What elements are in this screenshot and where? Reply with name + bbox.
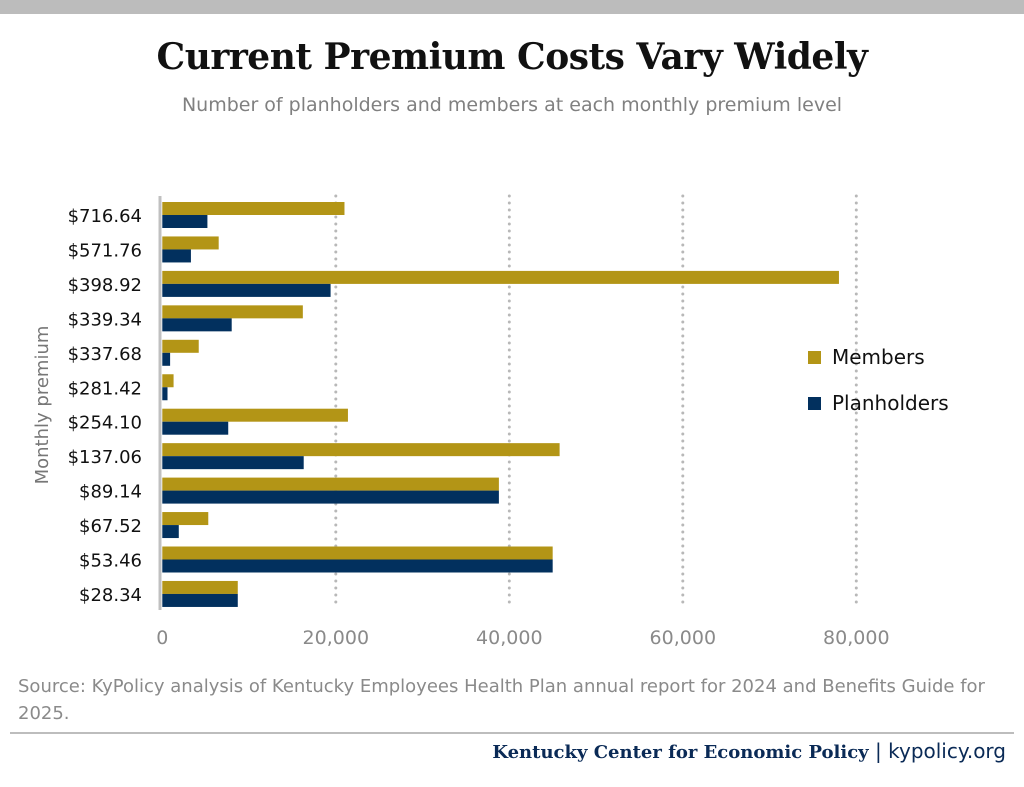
x-tick-label: 20,000 <box>303 627 369 649</box>
bar-members <box>162 236 219 250</box>
bar-members <box>162 512 209 526</box>
bar-planholders <box>162 593 238 607</box>
bar-planholders <box>162 456 304 470</box>
y-tick-label: $28.34 <box>79 585 142 606</box>
y-tick-label: $398.92 <box>68 275 142 296</box>
legend-label: Planholders <box>832 391 949 415</box>
bar-planholders <box>162 352 171 366</box>
bar-members <box>162 374 174 388</box>
x-tick-label: 80,000 <box>823 627 889 649</box>
bar-planholders <box>162 215 208 228</box>
bar-planholders <box>162 387 168 401</box>
footer-org: Kentucky Center for Economic Policy <box>492 742 869 763</box>
bar-members <box>162 305 303 319</box>
bar-members <box>162 270 839 284</box>
y-tick-label: $89.14 <box>79 482 142 503</box>
footer-separator: | <box>875 739 882 763</box>
bar-members <box>162 339 199 353</box>
bar-planholders <box>162 490 499 504</box>
bar-planholders <box>162 318 232 332</box>
bar-planholders <box>162 249 191 263</box>
bar-members <box>162 546 553 560</box>
source-note: Source: KyPolicy analysis of Kentucky Em… <box>18 676 985 724</box>
y-tick-label: $337.68 <box>68 344 142 365</box>
y-tick-label: $571.76 <box>68 240 142 261</box>
bar-planholders <box>162 421 229 435</box>
x-tick-label: 0 <box>156 627 168 649</box>
footer: Kentucky Center for Economic Policy | ky… <box>492 739 1006 763</box>
y-tick-label: $281.42 <box>68 378 142 399</box>
legend-swatch-members <box>808 351 821 364</box>
bar-members <box>162 408 348 422</box>
bar-planholders <box>162 525 179 539</box>
chart-subtitle: Number of planholders and members at eac… <box>181 94 843 116</box>
y-tick-label: $716.64 <box>68 206 142 227</box>
bar-planholders <box>162 283 331 297</box>
top-bar <box>0 0 1024 14</box>
bar-members <box>162 202 345 215</box>
y-tick-label: $137.06 <box>68 447 142 468</box>
y-tick-label: $339.34 <box>68 309 142 330</box>
y-tick-label: $53.46 <box>79 551 142 572</box>
x-tick-label: 60,000 <box>650 627 716 649</box>
footer-url[interactable]: kypolicy.org <box>888 739 1006 763</box>
bar-planholders <box>162 559 553 573</box>
bar-members <box>162 580 238 594</box>
y-axis-label: Monthly premium <box>32 326 53 485</box>
y-tick-label: $254.10 <box>68 413 142 434</box>
legend-label: Members <box>832 345 925 369</box>
y-tick-label: $67.52 <box>79 516 142 537</box>
bar-members <box>162 477 499 491</box>
bar-members <box>162 443 560 457</box>
legend-swatch-planholders <box>808 397 821 410</box>
divider <box>10 732 1014 734</box>
x-tick-label: 40,000 <box>476 627 542 649</box>
chart-title: Current Premium Costs Vary Widely <box>156 36 868 78</box>
